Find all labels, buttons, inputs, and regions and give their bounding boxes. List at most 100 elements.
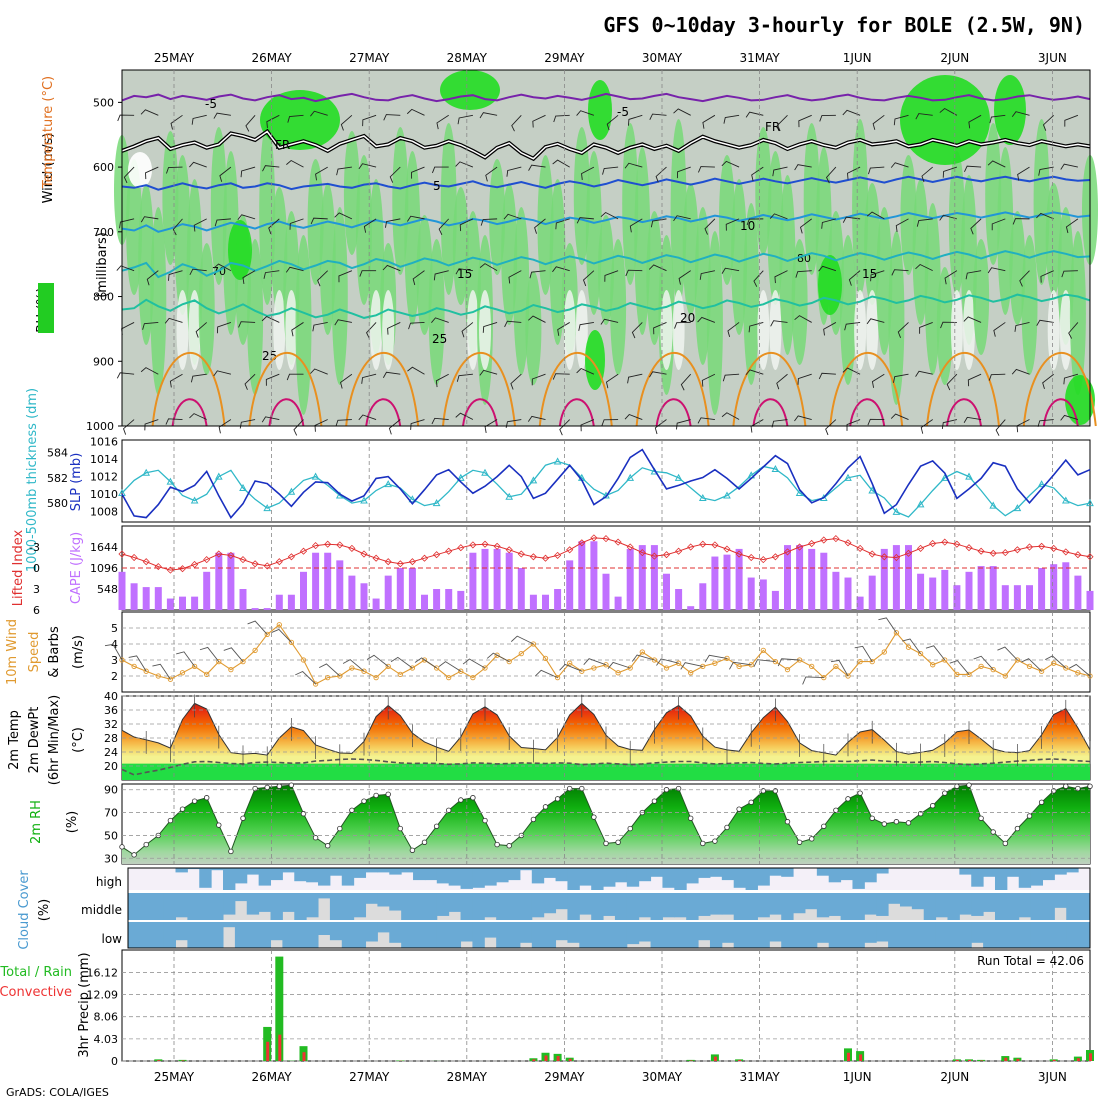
cape-bar <box>130 583 138 610</box>
cloud-middle-bar <box>888 893 901 904</box>
wind-barb <box>289 218 304 230</box>
wind-barb <box>340 114 353 131</box>
isotherm-line <box>121 211 1091 233</box>
rh-moist-band <box>743 203 760 385</box>
cloud-middle-bar <box>234 893 248 902</box>
rh-point <box>433 823 440 829</box>
wind-barb <box>604 270 619 282</box>
rh-moist-band <box>598 215 614 325</box>
cloud-middle-bar <box>840 893 853 920</box>
thickness-point <box>553 457 562 465</box>
rh2m-axis-label: 2m RH <box>29 800 44 844</box>
wind-barb <box>164 317 183 324</box>
precip-conv-bar <box>568 1058 572 1061</box>
rh-point <box>809 836 815 842</box>
isotherm-30-arc <box>1042 398 1079 427</box>
cloud-low-bar <box>199 922 212 948</box>
wind-barb <box>455 268 473 275</box>
wind-barb <box>1042 373 1054 389</box>
cloud-middle-bar <box>1018 893 1032 918</box>
thickness-axis-label: 1000-500mb thickness (dm) <box>25 388 40 572</box>
cloud-middle-bar <box>674 893 687 918</box>
wind-barb <box>970 218 982 235</box>
date-label: 2JUN <box>940 1070 969 1084</box>
wind-barb <box>823 322 837 336</box>
cloud-low-bar <box>876 922 889 942</box>
li-point <box>469 541 477 549</box>
rh-dry-band <box>575 290 588 370</box>
rh-moist-band <box>803 123 820 275</box>
rh-point <box>784 819 791 825</box>
wind-barb <box>893 114 909 126</box>
isotherm-label: 20 <box>680 311 695 325</box>
wind-barb <box>144 419 159 431</box>
cloud-low-bar <box>828 922 842 948</box>
wind-barb <box>456 373 473 382</box>
rh-point <box>300 811 307 817</box>
wind-speed-point <box>373 674 379 681</box>
wind-barb <box>1060 414 1079 421</box>
wind-speed-point <box>833 663 839 670</box>
isotherm-label: -5 <box>205 97 217 111</box>
rh-point <box>397 825 403 832</box>
wind-barb <box>359 270 377 277</box>
cape-bar <box>433 589 441 610</box>
li-point <box>965 544 973 552</box>
rh-moist-band <box>525 271 542 385</box>
cloud-high-bar <box>484 868 497 886</box>
li-point <box>626 543 634 551</box>
wind-speed-point <box>228 666 234 673</box>
isotherm-25-arc <box>732 352 807 427</box>
wind-speed-point <box>1026 663 1033 670</box>
cloud-middle-bar <box>258 893 272 912</box>
rh-point <box>712 838 718 844</box>
wind-barb <box>581 166 595 180</box>
wind-barb <box>825 419 837 436</box>
wind-barb <box>407 215 425 222</box>
cloud-high-bar <box>721 868 735 881</box>
rh-point <box>288 782 295 788</box>
li-point <box>154 563 162 571</box>
cloud-low-bar <box>947 922 960 948</box>
cloud-high-bar <box>876 868 889 874</box>
wind-barb <box>654 419 667 435</box>
cloud-middle-bar <box>745 893 758 920</box>
wind-barb <box>261 416 280 423</box>
cloud-high-bar <box>353 868 367 878</box>
rh-dry-band <box>1047 290 1060 370</box>
wind-barb <box>997 646 1018 661</box>
rh-point <box>772 788 779 794</box>
wind-barb <box>949 660 970 675</box>
wind-barb <box>995 419 1006 436</box>
cloud-middle-bar <box>460 893 473 920</box>
rh-moist-band <box>755 127 772 255</box>
wind-barb <box>842 109 861 116</box>
cloud-low-bar <box>531 922 545 948</box>
cloud-middle-bar <box>911 893 925 910</box>
li-point <box>759 556 767 564</box>
rh-dry-band <box>660 290 673 370</box>
wind-barb <box>842 216 861 223</box>
wind-barb <box>170 114 183 130</box>
thickness-point <box>456 473 465 481</box>
wind-barb <box>535 669 558 679</box>
wind-barb <box>528 164 546 171</box>
cloud-low-bar <box>864 922 877 943</box>
slp-axis-label: SLP (mb) <box>69 453 84 512</box>
wind-barb <box>847 166 861 180</box>
wind-barb <box>627 373 643 384</box>
rh-saturated-cell <box>1065 375 1095 425</box>
cloud-middle-bar <box>579 893 592 915</box>
wind-barb <box>508 270 522 284</box>
wind-speed-point <box>252 647 258 654</box>
wind-barb <box>580 419 595 432</box>
wind-barb <box>800 218 812 234</box>
wind-barb <box>189 268 207 275</box>
rh-saturated-cell <box>900 75 990 165</box>
wind-barb <box>504 320 522 328</box>
thickness-point <box>626 473 635 481</box>
wind-barb <box>389 166 401 183</box>
isotherm-label: 25 <box>432 332 447 346</box>
cloud-high-bar <box>816 868 830 876</box>
cape-bar <box>759 579 767 610</box>
